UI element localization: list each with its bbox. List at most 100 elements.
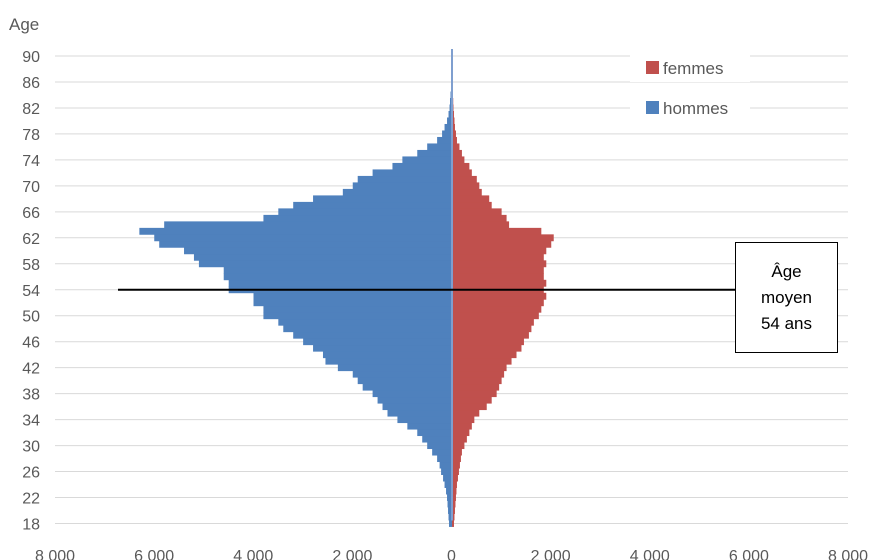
femmes-bar xyxy=(452,273,544,281)
hommes-bar xyxy=(427,143,452,151)
hommes-bar xyxy=(278,318,452,326)
hommes-bar xyxy=(422,435,452,443)
y-tick-label: 78 xyxy=(22,127,40,144)
x-tick-label: 6 000 xyxy=(729,548,769,560)
hommes-bar xyxy=(372,390,452,398)
femmes-bar xyxy=(452,468,459,476)
hommes-bar xyxy=(447,500,452,508)
hommes-bar xyxy=(313,344,452,352)
hommes-bar xyxy=(362,383,452,391)
femmes-bar xyxy=(452,149,462,157)
hommes-bar xyxy=(372,169,452,177)
femmes-bar xyxy=(452,383,500,391)
y-tick-label: 86 xyxy=(22,75,40,92)
hommes-bar xyxy=(184,247,452,255)
femmes-bar xyxy=(452,123,455,131)
hommes-bar xyxy=(432,448,452,456)
hommes-bar xyxy=(357,377,452,385)
hommes-bar xyxy=(449,520,452,527)
hommes-bar xyxy=(352,370,452,378)
femmes-bar xyxy=(452,507,455,514)
x-tick-label: 2 000 xyxy=(531,548,571,560)
femmes-bar xyxy=(452,214,507,222)
hommes-bar xyxy=(228,279,452,287)
femmes-bar xyxy=(452,201,492,209)
femmes-bar xyxy=(452,325,532,333)
femmes-bar xyxy=(452,175,477,183)
y-tick-label: 42 xyxy=(22,361,40,378)
femmes-bar xyxy=(452,234,554,242)
femmes-bar xyxy=(452,416,475,424)
femmes-bar xyxy=(452,253,544,261)
hommes-bar xyxy=(382,403,452,411)
y-tick-label: 62 xyxy=(22,231,40,248)
hommes-bar xyxy=(278,208,452,216)
femmes-bar xyxy=(452,247,547,255)
hommes-bar xyxy=(313,195,452,203)
hommes-bar xyxy=(417,429,452,437)
femmes-bar xyxy=(452,318,534,326)
hommes-bar xyxy=(303,338,452,346)
hommes-bar xyxy=(448,507,452,514)
hommes-bar xyxy=(159,240,452,248)
femmes-bar xyxy=(452,487,457,495)
hommes-bar xyxy=(439,461,452,469)
hommes-bar xyxy=(446,487,452,495)
y-tick-label: 22 xyxy=(22,491,40,508)
hommes-bar xyxy=(293,331,452,339)
femmes-bar xyxy=(452,266,544,274)
femmes-bar xyxy=(452,364,507,372)
hommes-bar xyxy=(223,273,452,281)
hommes-bar xyxy=(443,474,452,482)
femmes-bar xyxy=(452,240,552,248)
femmes-bar xyxy=(452,156,465,164)
hommes-bar xyxy=(449,104,452,112)
femmes-bar xyxy=(452,351,517,359)
y-tick-label: 74 xyxy=(22,153,40,170)
hommes-bar xyxy=(193,253,452,261)
y-tick-label: 38 xyxy=(22,387,40,404)
hommes-bar xyxy=(448,110,452,118)
x-tick-label: 0 xyxy=(447,548,456,560)
hommes-bar xyxy=(437,455,452,463)
legend-swatch xyxy=(646,61,659,74)
hommes-bar xyxy=(253,292,452,300)
femmes-bar xyxy=(452,455,461,463)
legend-label: hommes xyxy=(663,99,728,118)
x-tick-label: 8 000 xyxy=(828,548,868,560)
femmes-bar xyxy=(452,403,487,411)
y-tick-label: 34 xyxy=(22,413,40,430)
femmes-bar xyxy=(452,136,457,144)
femmes-bar xyxy=(452,208,502,216)
hommes-bar xyxy=(427,442,452,450)
femmes-bar xyxy=(452,461,460,469)
hommes-bar xyxy=(223,266,452,274)
hommes-bar xyxy=(444,123,452,131)
hommes-bar xyxy=(139,227,453,235)
hommes-bar xyxy=(263,214,452,222)
legend: femmes hommes xyxy=(630,52,750,122)
femmes-bar xyxy=(452,377,502,385)
hommes-bar xyxy=(392,162,452,170)
hommes-bar xyxy=(342,188,452,196)
y-tick-label: 58 xyxy=(22,257,40,274)
femmes-bar xyxy=(452,370,505,378)
hommes-bar xyxy=(322,351,452,359)
hommes-bar xyxy=(357,175,452,183)
y-tick-label: 46 xyxy=(22,335,40,352)
hommes-bar xyxy=(444,481,452,488)
x-tick-label: 2 000 xyxy=(332,548,372,560)
x-tick-label: 6 000 xyxy=(134,548,174,560)
femmes-bar xyxy=(452,344,522,352)
hommes-bar xyxy=(442,130,452,138)
femmes-bar xyxy=(452,357,512,365)
femmes-bar xyxy=(452,494,456,501)
femmes-bar xyxy=(452,474,458,482)
hommes-bar xyxy=(447,494,452,501)
femmes-bar xyxy=(452,481,457,488)
legend-label: femmes xyxy=(663,59,723,78)
annotation-line-2: moyen xyxy=(760,287,813,307)
femmes-bar xyxy=(452,396,492,404)
hommes-bar xyxy=(198,260,452,268)
